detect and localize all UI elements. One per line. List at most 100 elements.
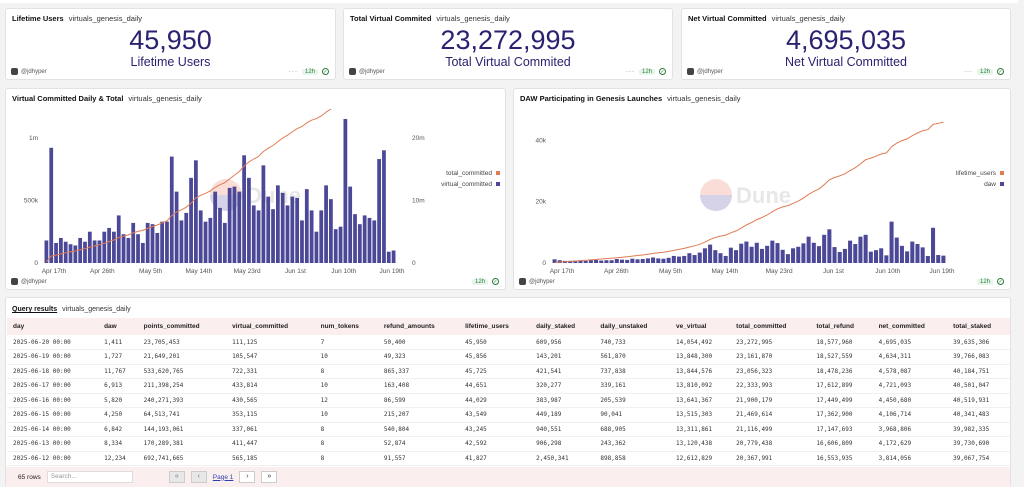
more-icon[interactable]: ··· <box>625 68 635 75</box>
bar-daw[interactable] <box>708 244 713 263</box>
bar-virtual-committed[interactable] <box>107 227 111 263</box>
bar-daw[interactable] <box>905 251 910 263</box>
bar-virtual-committed[interactable] <box>275 185 280 263</box>
column-header[interactable]: total_committed <box>730 318 811 335</box>
bar-daw[interactable] <box>676 256 682 263</box>
bar-virtual-committed[interactable] <box>203 221 208 263</box>
column-header[interactable]: daw <box>98 318 138 335</box>
legend-item-total-committed[interactable]: total_committed <box>410 168 500 179</box>
column-header[interactable]: points_committed <box>137 318 227 335</box>
column-header[interactable]: daily_unstaked <box>594 318 671 335</box>
table-row[interactable]: 2025-06-19 00:00 1,727 21,649,201 105,547 10… <box>7 349 1010 365</box>
more-icon[interactable]: ··· <box>288 68 298 75</box>
column-header[interactable]: virtual_committed <box>226 318 315 335</box>
page-scrollbar[interactable] <box>1018 0 1024 480</box>
bar-virtual-committed[interactable] <box>97 240 102 263</box>
chart-panel-virtual-committed[interactable]: Virtual Committed Daily & Total virtuals_… <box>5 88 506 290</box>
bar-virtual-committed[interactable] <box>179 220 184 263</box>
bar-virtual-committed[interactable] <box>329 199 333 263</box>
bar-virtual-committed[interactable] <box>300 220 304 263</box>
bar-daw[interactable] <box>661 258 666 263</box>
bar-daw[interactable] <box>858 236 863 263</box>
bar-daw[interactable] <box>594 259 599 263</box>
bar-virtual-committed[interactable] <box>198 210 203 263</box>
bar-daw[interactable] <box>936 255 941 263</box>
bar-daw[interactable] <box>915 244 920 263</box>
column-header[interactable]: day <box>7 318 99 335</box>
bar-virtual-committed[interactable] <box>227 187 232 263</box>
bar-virtual-committed[interactable] <box>285 205 290 263</box>
bar-daw[interactable] <box>651 257 656 263</box>
bar-daw[interactable] <box>692 255 697 263</box>
bar-daw[interactable] <box>842 248 847 263</box>
bar-daw[interactable] <box>759 248 764 263</box>
bar-virtual-committed[interactable] <box>49 147 54 263</box>
author[interactable]: @jdhyper <box>519 278 555 285</box>
bar-virtual-committed[interactable] <box>194 160 198 263</box>
bar-virtual-committed[interactable] <box>266 196 271 263</box>
bar-virtual-committed[interactable] <box>58 237 63 263</box>
bar-daw[interactable] <box>816 246 822 263</box>
bar-daw[interactable] <box>827 229 832 263</box>
bar-daw[interactable] <box>744 241 749 263</box>
bar-virtual-committed[interactable] <box>309 210 314 263</box>
bar-daw[interactable] <box>619 259 625 263</box>
bar-daw[interactable] <box>682 255 687 263</box>
bar-virtual-committed[interactable] <box>145 222 150 263</box>
last-page-button[interactable]: » <box>261 471 278 483</box>
bar-virtual-committed[interactable] <box>102 231 107 263</box>
column-header[interactable]: total_staked <box>947 318 1010 335</box>
bar-daw[interactable] <box>728 247 733 263</box>
bar-virtual-committed[interactable] <box>126 237 131 263</box>
bar-virtual-committed[interactable] <box>136 234 140 263</box>
search-input[interactable]: Search... <box>46 471 133 483</box>
bar-virtual-committed[interactable] <box>121 234 126 263</box>
bar-virtual-committed[interactable] <box>271 209 275 263</box>
bar-virtual-committed[interactable] <box>213 191 218 263</box>
bar-daw[interactable] <box>806 236 811 263</box>
author[interactable]: @jdhyper <box>11 68 47 75</box>
legend-item-daw[interactable]: daw <box>914 179 1004 190</box>
bar-daw[interactable] <box>853 244 858 263</box>
bar-virtual-committed[interactable] <box>78 237 83 263</box>
bar-virtual-committed[interactable] <box>73 245 78 263</box>
bar-virtual-committed[interactable] <box>140 242 145 263</box>
bar-virtual-committed[interactable] <box>237 191 242 263</box>
bar-virtual-committed[interactable] <box>304 189 309 263</box>
bar-daw[interactable] <box>697 252 702 263</box>
bar-daw[interactable] <box>811 242 816 263</box>
bar-daw[interactable] <box>583 260 588 263</box>
bar-virtual-committed[interactable] <box>68 244 73 263</box>
bar-virtual-committed[interactable] <box>208 217 213 263</box>
bar-daw[interactable] <box>573 260 578 263</box>
bar-daw[interactable] <box>894 237 899 263</box>
bar-virtual-committed[interactable] <box>377 159 382 263</box>
bar-virtual-committed[interactable] <box>319 210 324 263</box>
bar-daw[interactable] <box>666 257 671 263</box>
bar-virtual-committed[interactable] <box>256 210 261 263</box>
bar-daw[interactable] <box>702 248 707 263</box>
table-row[interactable]: 2025-06-20 00:00 1,411 23,705,453 111,125 7 5… <box>7 335 1010 350</box>
bar-daw[interactable] <box>785 254 790 263</box>
page-indicator[interactable]: Page 1 <box>212 473 234 481</box>
bar-daw[interactable] <box>630 258 635 263</box>
more-icon[interactable]: ··· <box>963 68 973 75</box>
bar-virtual-committed[interactable] <box>367 217 372 263</box>
bar-daw[interactable] <box>920 247 925 263</box>
bar-virtual-committed[interactable] <box>83 241 87 263</box>
bar-virtual-committed[interactable] <box>382 150 386 263</box>
bar-daw[interactable] <box>568 260 573 263</box>
bar-daw[interactable] <box>910 241 915 263</box>
bar-virtual-committed[interactable] <box>357 224 362 263</box>
bar-daw[interactable] <box>625 259 630 263</box>
bar-daw[interactable] <box>749 246 754 263</box>
bar-daw[interactable] <box>645 258 650 263</box>
bar-daw[interactable] <box>604 260 609 263</box>
first-page-button[interactable]: « <box>168 471 185 483</box>
bar-daw[interactable] <box>868 251 873 263</box>
bar-daw[interactable] <box>941 255 946 263</box>
bar-daw[interactable] <box>754 242 759 263</box>
bar-daw[interactable] <box>770 240 775 263</box>
legend-item-virtual-committed[interactable]: virtual_committed <box>410 179 500 190</box>
column-header[interactable]: lifetime_users <box>459 318 531 335</box>
